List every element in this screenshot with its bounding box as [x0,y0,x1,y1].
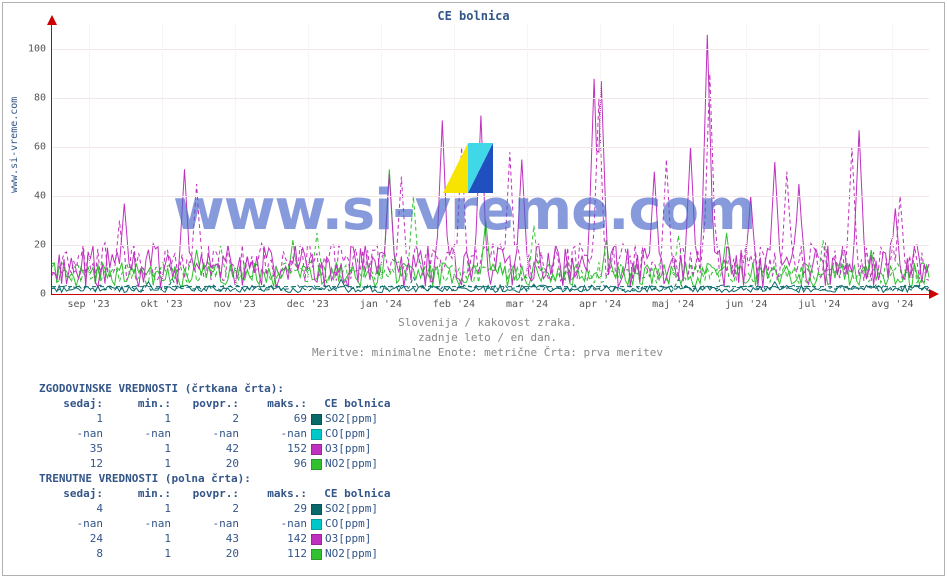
x-tick-label: jul '24 [798,299,840,310]
x-tick-label: feb '24 [433,299,475,310]
y-tick-label: 100 [16,44,46,55]
table-row: 351 42152 O3[ppm] [39,441,394,456]
x-tick-label: jan '24 [360,299,402,310]
chart-frame: www.si-vreme.com CE bolnica 020406080100… [2,2,945,576]
legend-hist-table: sedaj:min.:povpr.:maks.: CE bolnica 11 2… [39,396,394,471]
x-tick-label: sep '23 [67,299,109,310]
table-row: 81 20112 NO2[ppm] [39,546,394,561]
gridline-h [52,196,929,197]
table-row: 241 43142 O3[ppm] [39,531,394,546]
series-line [52,35,929,288]
gridline-h [52,245,929,246]
gridline-v [527,25,528,294]
x-tick-label: dec '23 [287,299,329,310]
x-tick-label: nov '23 [214,299,256,310]
y-tick-label: 40 [16,191,46,202]
gridline-h [52,49,929,50]
legend-block: ZGODOVINSKE VREDNOSTI (črtkana črta): se… [39,381,394,561]
legend-curr-table: sedaj:min.:povpr.:maks.: CE bolnica 41 2… [39,486,394,561]
x-axis-arrow-icon [929,289,939,299]
caption-line-1: Slovenija / kakovost zraka. [51,315,924,330]
gridline-v [235,25,236,294]
x-tick-label: mar '24 [506,299,548,310]
legend-curr-title: TRENUTNE VREDNOSTI (polna črta): [39,471,394,486]
legend-swatch-icon [311,519,322,530]
gridline-v [600,25,601,294]
table-row: -nan-nan -nan-nan CO[ppm] [39,426,394,441]
gridline-v [746,25,747,294]
y-tick-label: 20 [16,240,46,251]
legend-swatch-icon [311,504,322,515]
caption-line-2: zadnje leto / en dan. [51,330,924,345]
legend-swatch-icon [311,459,322,470]
table-row: 11 269 SO2[ppm] [39,411,394,426]
y-tick-label: 80 [16,93,46,104]
legend-swatch-icon [311,549,322,560]
legend-swatch-icon [311,414,322,425]
table-row: 41 229 SO2[ppm] [39,501,394,516]
table-row: -nan-nan -nan-nan CO[ppm] [39,516,394,531]
gridline-h [52,98,929,99]
chart-title: CE bolnica [3,9,944,23]
table-row: 121 2096 NO2[ppm] [39,456,394,471]
gridline-v [308,25,309,294]
gridline-v [673,25,674,294]
x-tick-label: jun '24 [725,299,767,310]
y-axis-arrow-icon [47,15,57,25]
gridline-v [819,25,820,294]
gridline-v [381,25,382,294]
plot-area: 020406080100sep '23okt '23nov '23dec '23… [51,25,929,295]
x-tick-label: okt '23 [141,299,183,310]
y-tick-label: 60 [16,142,46,153]
gridline-v [162,25,163,294]
legend-swatch-icon [311,429,322,440]
legend-hist-title: ZGODOVINSKE VREDNOSTI (črtkana črta): [39,381,394,396]
gridline-v [89,25,90,294]
gridline-h [52,147,929,148]
x-tick-label: avg '24 [871,299,913,310]
legend-swatch-icon [311,534,322,545]
gridline-v [454,25,455,294]
y-tick-label: 0 [16,289,46,300]
legend-swatch-icon [311,444,322,455]
x-tick-label: apr '24 [579,299,621,310]
caption-line-3: Meritve: minimalne Enote: metrične Črta:… [51,345,924,360]
gridline-v [892,25,893,294]
chart-svg [52,25,929,294]
x-tick-label: maj '24 [652,299,694,310]
